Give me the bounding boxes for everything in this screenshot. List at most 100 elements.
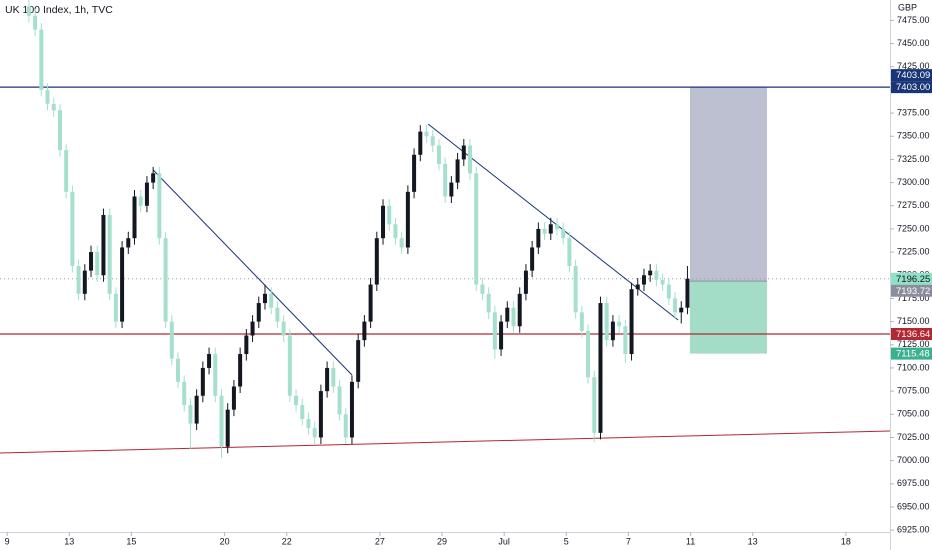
- candle-body: [517, 293, 522, 327]
- y-tick-label: 7275.00: [897, 200, 930, 210]
- x-tick-label: 13: [748, 536, 758, 546]
- candle-body: [604, 303, 609, 341]
- candle-body: [82, 270, 87, 294]
- candle-body: [107, 215, 112, 294]
- candle-body: [231, 386, 236, 410]
- y-tick-label: 7050.00: [897, 409, 930, 419]
- candle-body: [126, 238, 131, 248]
- x-tick-label: 18: [841, 536, 851, 546]
- x-tick-label: 20: [220, 536, 230, 546]
- candle-body: [281, 321, 286, 336]
- candle-body: [200, 367, 205, 396]
- candle-body: [244, 335, 249, 355]
- candle-body: [45, 89, 50, 104]
- candle-body: [617, 321, 622, 327]
- candle-body: [393, 224, 398, 239]
- candle-body: [486, 293, 491, 313]
- y-tick-label: 7300.00: [897, 177, 930, 187]
- candle-body: [492, 312, 497, 350]
- x-tick-label: 13: [64, 536, 74, 546]
- candle-body: [269, 293, 274, 308]
- candle-body: [356, 340, 361, 382]
- candle-body: [430, 136, 435, 146]
- price-tag: [891, 347, 932, 360]
- trendline: [0, 430, 891, 454]
- candle-body: [188, 405, 193, 424]
- candle-body: [57, 110, 62, 151]
- candle-body: [660, 279, 665, 285]
- x-tick-label: 22: [282, 536, 292, 546]
- candle-body: [300, 405, 305, 419]
- candle-body: [480, 284, 485, 294]
- candle-body: [399, 238, 404, 248]
- y-tick-label: 6925.00: [897, 525, 930, 535]
- candle-body: [312, 428, 317, 438]
- candle-body: [76, 266, 81, 294]
- candle-body: [287, 335, 292, 396]
- y-tick-label: 7150.00: [897, 316, 930, 326]
- candle-body: [412, 154, 417, 192]
- y-tick-label: 7025.00: [897, 432, 930, 442]
- y-tick-label: 7350.00: [897, 131, 930, 141]
- y-tick-label: 7100.00: [897, 362, 930, 372]
- candle-body: [182, 381, 187, 406]
- candle-body: [225, 409, 230, 447]
- candle-body: [331, 367, 336, 387]
- price-tag: [891, 284, 932, 297]
- candle-body: [592, 377, 597, 433]
- candle-body: [368, 284, 373, 322]
- y-tick-label: 7000.00: [897, 455, 930, 465]
- candle-body: [343, 414, 348, 438]
- candle-body: [207, 354, 212, 368]
- candle-body: [673, 298, 678, 313]
- candle-body: [349, 381, 354, 438]
- y-tick-label: 7475.00: [897, 15, 930, 25]
- price-tag-label: 7136.64: [896, 329, 930, 340]
- x-tick-label: 27: [375, 536, 385, 546]
- candle-body: [505, 307, 510, 322]
- candle-body: [250, 321, 255, 336]
- candle-body: [238, 354, 243, 387]
- candle-body: [120, 247, 125, 322]
- price-tag-label: 7403.00: [896, 82, 930, 93]
- candle-body: [443, 164, 448, 197]
- candle-body: [641, 275, 646, 285]
- candle-body: [337, 386, 342, 415]
- price-tag: [891, 81, 932, 94]
- candle-body: [666, 284, 671, 299]
- candle-body: [163, 238, 168, 322]
- candle-body: [679, 307, 684, 313]
- candle-body: [418, 131, 423, 155]
- y-tick-label: 7325.00: [897, 154, 930, 164]
- candle-body: [169, 321, 174, 359]
- candle-body: [39, 29, 44, 90]
- candle-body: [573, 266, 578, 313]
- candle-body: [635, 284, 640, 290]
- price-tag: [891, 69, 932, 82]
- candle-body: [144, 182, 149, 206]
- price-tag: [891, 327, 932, 340]
- candle-body: [499, 321, 504, 350]
- candle-body: [530, 247, 535, 271]
- candle-body: [138, 196, 143, 206]
- candle-body: [256, 303, 261, 322]
- y-tick-label: 7450.00: [897, 38, 930, 48]
- candle-body: [685, 278, 690, 308]
- loss-zone: [689, 281, 767, 354]
- candle-body: [213, 354, 218, 396]
- y-tick-label: 6975.00: [897, 478, 930, 488]
- candle-body: [548, 224, 553, 234]
- candle-body: [70, 191, 75, 266]
- candle-body: [554, 224, 559, 229]
- candle-body: [511, 307, 516, 327]
- candle-body: [579, 312, 584, 331]
- candle-body: [468, 145, 473, 174]
- candle-body: [405, 191, 410, 248]
- candle-body: [536, 228, 541, 248]
- candle-body: [95, 252, 100, 276]
- candle-body: [151, 173, 156, 183]
- price-tag-label: 7193.72: [896, 286, 930, 297]
- candle-body: [275, 307, 280, 322]
